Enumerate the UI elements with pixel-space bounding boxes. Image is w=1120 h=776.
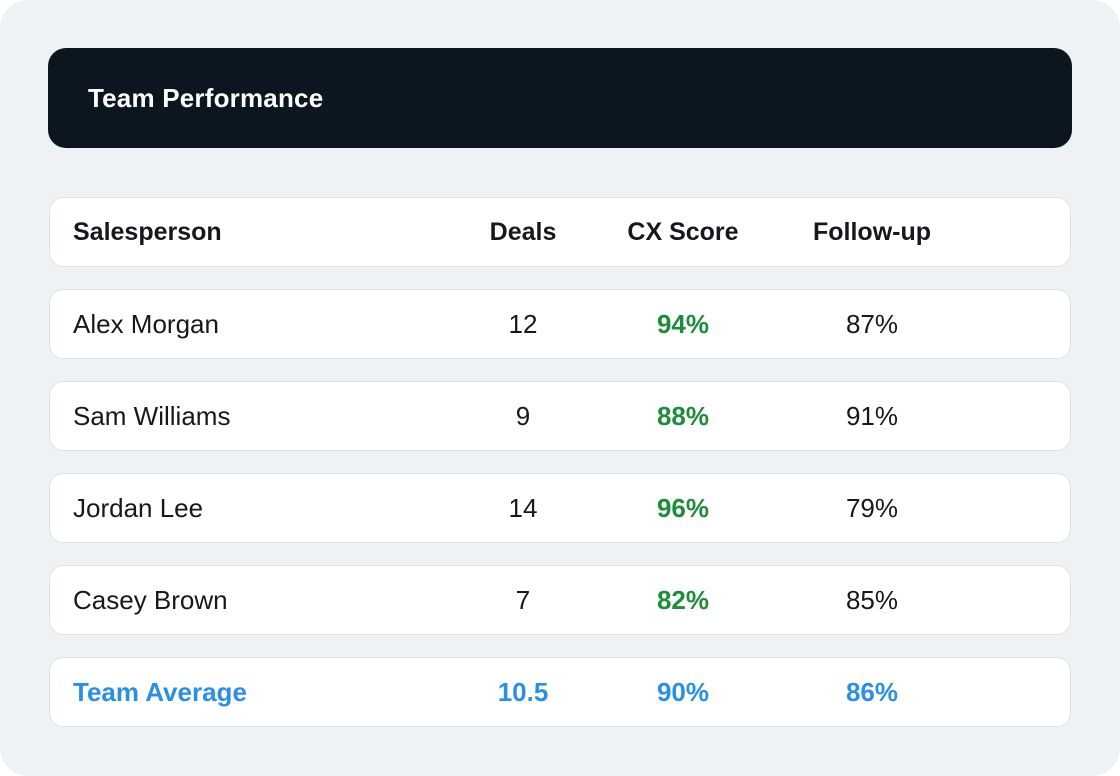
follow-up-value: 87% bbox=[845, 309, 899, 339]
cx-score-value: 82% bbox=[656, 585, 710, 615]
deals-value: 9 bbox=[515, 401, 531, 431]
follow-up-value: 79% bbox=[845, 493, 899, 523]
page-title: Team Performance bbox=[88, 82, 324, 113]
column-header-cx-score[interactable]: CX Score bbox=[627, 218, 739, 246]
salesperson-name: Jordan Lee bbox=[73, 493, 204, 523]
salesperson-name: Casey Brown bbox=[73, 585, 228, 615]
column-header-salesperson[interactable]: Salesperson bbox=[73, 218, 222, 246]
team-average-label: Team Average bbox=[73, 677, 247, 707]
deals-value: 7 bbox=[515, 585, 531, 615]
deals-value: 12 bbox=[508, 309, 538, 339]
table-row[interactable]: Jordan Lee 14 96% 79% bbox=[49, 473, 1071, 543]
salesperson-name: Sam Williams bbox=[73, 401, 231, 431]
table-row[interactable]: Casey Brown 7 82% 85% bbox=[49, 565, 1071, 635]
column-header-follow-up[interactable]: Follow-up bbox=[812, 218, 932, 246]
card-header: Team Performance bbox=[48, 48, 1072, 148]
table-row[interactable]: Sam Williams 9 88% 91% bbox=[49, 381, 1071, 451]
cx-score-value: 88% bbox=[656, 401, 710, 431]
cx-score-value: 94% bbox=[656, 309, 710, 339]
table-row[interactable]: Alex Morgan 12 94% 87% bbox=[49, 289, 1071, 359]
average-cx-score-value: 90% bbox=[656, 677, 710, 707]
team-average-row[interactable]: Team Average 10.5 90% 86% bbox=[49, 657, 1071, 727]
average-deals-value: 10.5 bbox=[497, 677, 549, 707]
deals-value: 14 bbox=[508, 493, 538, 523]
column-header-deals[interactable]: Deals bbox=[489, 218, 557, 246]
salesperson-name: Alex Morgan bbox=[73, 309, 219, 339]
average-follow-up-value: 86% bbox=[845, 677, 899, 707]
cx-score-value: 96% bbox=[656, 493, 710, 523]
follow-up-value: 85% bbox=[845, 585, 899, 615]
follow-up-value: 91% bbox=[845, 401, 899, 431]
table-header-row: Salesperson Deals CX Score Follow-up bbox=[49, 197, 1071, 267]
